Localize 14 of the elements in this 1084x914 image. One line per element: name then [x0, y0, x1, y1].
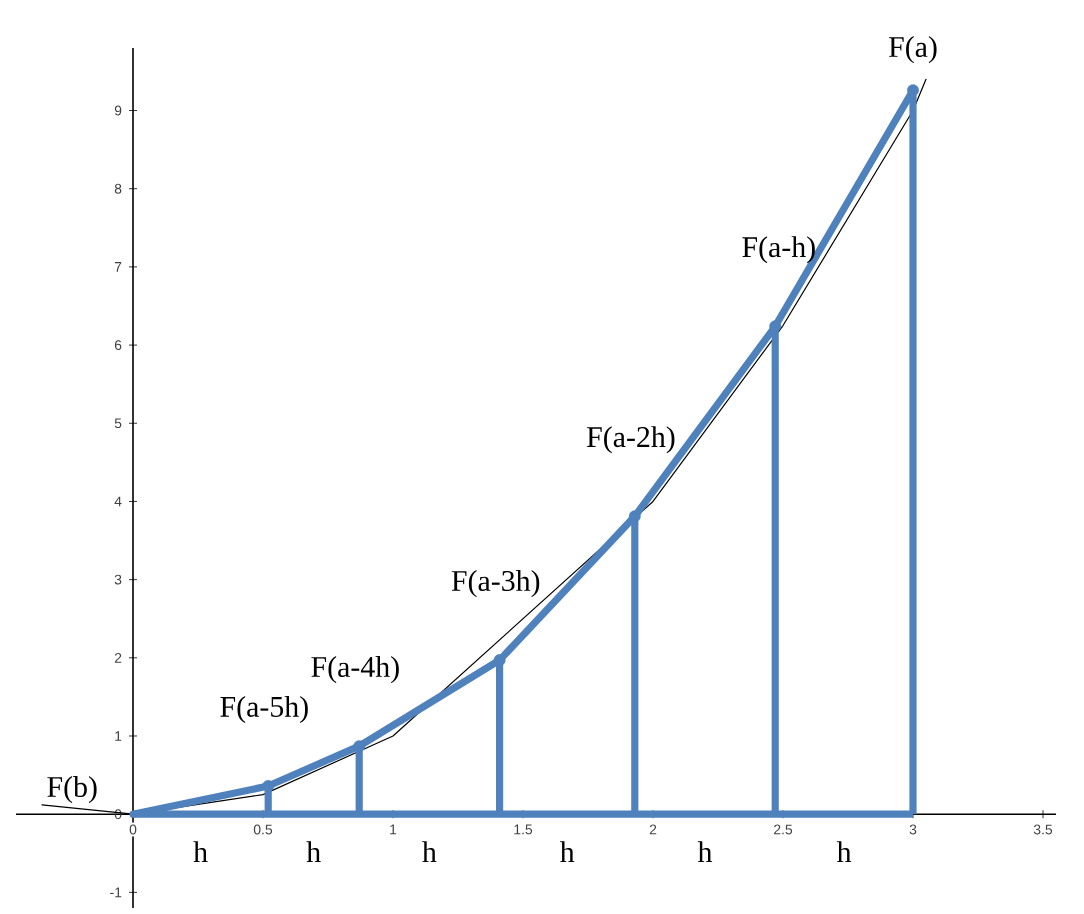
annotation: F(a-4h)	[311, 656, 399, 684]
annotation: F(a-3h)	[451, 570, 540, 598]
annotation: F(b)	[47, 776, 97, 804]
annotation: F(a-2h)	[587, 426, 675, 454]
annotation: F(a)	[888, 36, 937, 64]
annotation: h	[193, 841, 208, 862]
annotation: F(a-5h)	[220, 695, 308, 723]
annotation: h	[697, 841, 713, 862]
annotation: h	[836, 841, 852, 862]
annotation: h	[560, 841, 575, 862]
annotation: h	[306, 841, 321, 862]
annotation: F(a-h)	[742, 236, 815, 264]
point	[262, 780, 275, 792]
annotation: h	[422, 841, 437, 862]
